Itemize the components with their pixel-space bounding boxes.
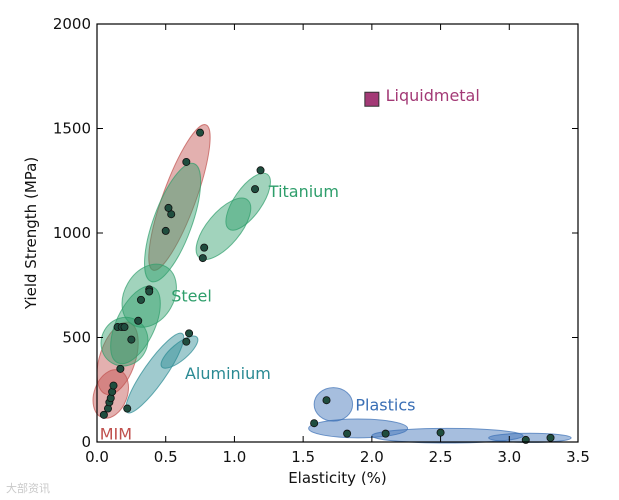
steel-label: Steel — [171, 287, 212, 306]
y-tick-label-1: 500 — [62, 329, 91, 347]
steel-point-7 — [182, 157, 191, 166]
plastics-point-3 — [381, 429, 390, 438]
plastics-point-1 — [322, 396, 331, 405]
x-tick-label-4: 2.0 — [360, 448, 384, 466]
x-tick-label-5: 2.5 — [429, 448, 453, 466]
titanium-point-0 — [198, 254, 207, 263]
regions-layer — [92, 124, 572, 444]
plastics-region-2 — [371, 427, 524, 444]
mim-point-11 — [196, 128, 205, 137]
plastics-point-4 — [436, 428, 445, 437]
y-tick-label-2: 1000 — [53, 224, 91, 242]
steel-point-2 — [134, 316, 143, 325]
plastics-region-3 — [488, 432, 572, 443]
watermark: 大部资讯 — [6, 482, 50, 495]
aluminium-point-1 — [182, 337, 191, 346]
x-tick-label-1: 0.5 — [154, 448, 178, 466]
titanium-region-1 — [225, 172, 271, 231]
x-tick-label-7: 3.5 — [566, 448, 590, 466]
annotations-layer: Liquidmetal Titanium Steel Aluminium Plastic… — [100, 86, 480, 444]
aluminium-point-2 — [185, 329, 194, 338]
steel-point-4 — [145, 287, 154, 296]
mim-point-0 — [99, 410, 108, 419]
ticks-layer: 0.0 0.5 1.0 1.5 2.0 2.5 3.0 3.5 0 500 1000 1500 2000 — [53, 15, 590, 466]
aluminium-point-0 — [123, 404, 132, 413]
mim-point-8 — [116, 364, 125, 373]
y-tick-label-0: 0 — [81, 433, 91, 451]
titanium-point-2 — [251, 185, 260, 194]
aluminium-label: Aluminium — [185, 364, 271, 383]
plastics-point-0 — [310, 419, 319, 428]
plastics-point-6 — [546, 433, 555, 442]
steel-region-3 — [110, 285, 161, 365]
x-tick-label-0: 0.0 — [85, 448, 109, 466]
y-tick-label-4: 2000 — [53, 15, 91, 33]
plastics-label: Plastics — [355, 395, 415, 414]
titanium-point-3 — [256, 166, 265, 175]
x-axis-label: Elasticity (%) — [288, 469, 387, 487]
steel-point-5 — [161, 226, 170, 235]
titanium-point-1 — [200, 243, 209, 252]
x-tick-label-3: 1.5 — [291, 448, 315, 466]
plastics-region-0 — [313, 387, 354, 422]
y-axis-label: Yield Strength (MPa) — [22, 157, 40, 310]
y-tick-label-3: 1500 — [53, 120, 91, 138]
steel-point-1 — [127, 335, 136, 344]
steel-point-6 — [164, 203, 173, 212]
mim-point-5 — [109, 381, 118, 390]
titanium-label: Titanium — [268, 182, 339, 201]
plastics-point-2 — [343, 429, 352, 438]
x-tick-label-6: 3.0 — [497, 448, 521, 466]
points-layer — [99, 91, 555, 444]
steel-region-1 — [121, 263, 177, 328]
liquidmetal-label: Liquidmetal — [386, 86, 480, 105]
steel-point-0 — [120, 323, 129, 332]
steel-point-3 — [136, 295, 145, 304]
x-tick-label-2: 1.0 — [222, 448, 246, 466]
mim-label: MIM — [100, 425, 132, 444]
liquidmetal-point-0 — [364, 91, 380, 107]
steel-region-2 — [144, 162, 202, 283]
